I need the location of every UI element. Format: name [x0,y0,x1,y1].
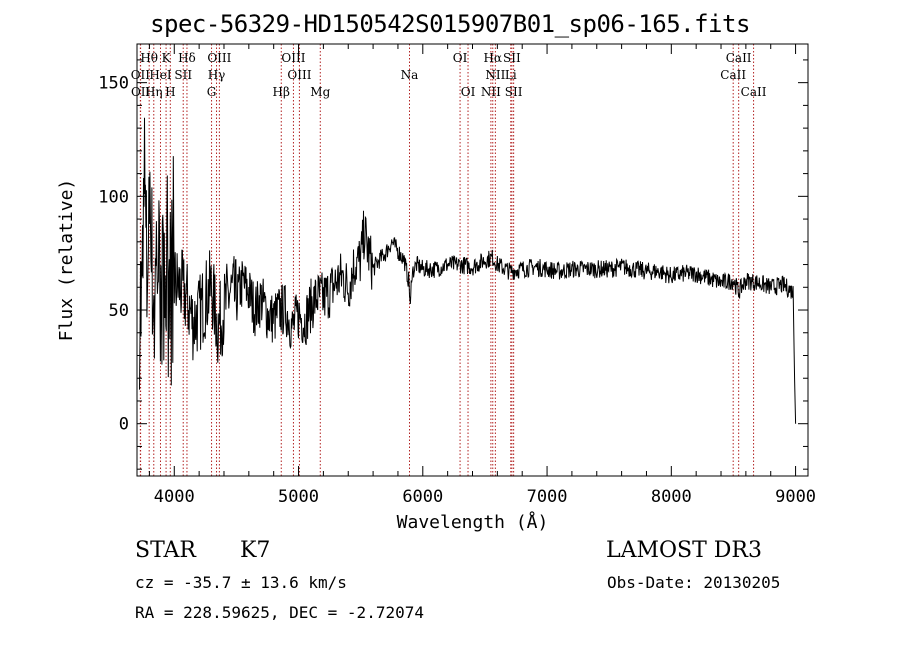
line-marker-label: OI [453,51,468,65]
x-tick-label: 7000 [527,487,568,507]
y-tick-label: 50 [109,301,129,321]
line-marker-label: CaII [720,68,746,82]
line-marker-label: NII [485,68,505,82]
line-marker-label: OI [461,85,476,99]
line-marker-label: NII [481,85,501,99]
line-marker-label: OII [131,68,151,82]
x-tick-label: 4000 [154,487,195,507]
line-marker-label: Hδ [178,51,196,65]
observation-date: Obs-Date: 20130205 [607,573,781,592]
line-marker-label: G [207,85,217,99]
line-marker-label: SII [503,51,521,65]
coordinates-readout: RA = 228.59625, DEC = -2.72074 [135,603,424,622]
y-tick-label: 0 [119,415,129,435]
y-axis-label: Flux (relative) [56,179,77,342]
x-axis-label: Wavelength (Å) [397,511,549,533]
line-marker-label: HeI [149,68,172,82]
line-marker-label: Na [401,68,419,82]
y-tick-label: 100 [98,187,129,207]
line-marker-label: H [165,85,175,99]
line-marker-label: OIII [287,68,311,82]
line-marker-label: Hα [483,51,502,65]
x-tick-label: 5000 [278,487,319,507]
redshift-readout: cz = -35.7 ± 13.6 km/s [135,573,347,592]
line-marker-label: Hγ [208,68,226,82]
plot-frame [136,43,809,477]
line-marker-label: Hη [145,85,163,99]
line-marker-label: OIII [207,51,231,65]
y-tick-label: 150 [98,74,129,94]
line-marker-label: SII [505,85,523,99]
x-tick-label: 9000 [775,487,816,507]
line-marker-label: Hθ [140,51,158,65]
object-class: STAR [135,538,196,563]
line-marker-label: OIII [281,51,305,65]
line-marker-label: CaII [726,51,752,65]
line-marker-label: CaII [741,85,767,99]
line-marker-label: Li [505,68,517,82]
line-marker-label: K [162,51,172,65]
line-marker-label: Mg [310,85,330,99]
object-subclass: K7 [240,538,271,563]
chart-title: spec-56329-HD150542S015907B01_sp06-165.f… [150,10,750,38]
survey-name: LAMOST DR3 [606,538,762,563]
x-tick-label: 6000 [402,487,443,507]
line-marker-label: Hβ [273,85,290,99]
spectrum-line [139,117,797,424]
x-tick-label: 8000 [651,487,692,507]
line-marker-label: OII [131,85,151,99]
line-marker-label: SII [174,68,192,82]
